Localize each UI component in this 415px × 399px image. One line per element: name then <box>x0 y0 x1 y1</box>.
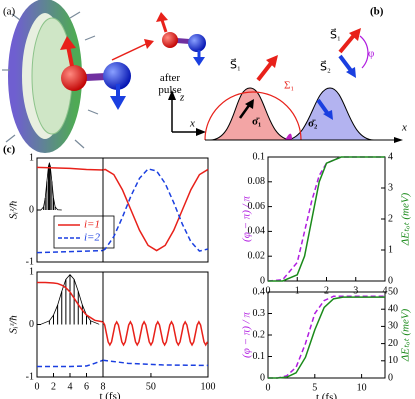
y2-tick-label: 40 <box>388 303 398 314</box>
y-tick-label: 0.08 <box>248 176 266 187</box>
series-line <box>102 168 209 252</box>
legend-label: i=2 <box>84 232 100 244</box>
axis-label: x <box>401 122 407 134</box>
x-tick-label: 50 <box>146 381 156 392</box>
x-tick-label: 0 <box>35 381 40 392</box>
y2-tick-label: 20 <box>388 338 398 349</box>
series-line <box>37 281 104 323</box>
y-axis-label: (φ − π) / π <box>241 196 253 242</box>
panel-a-drawing <box>2 0 206 153</box>
y-tick-label: 0 <box>29 204 34 215</box>
x-axis-label: t (fs) <box>99 391 120 399</box>
x-tick-label: 1 <box>295 285 300 296</box>
panel-label: (a) <box>3 6 16 18</box>
x-tick-label: 2 <box>51 381 56 392</box>
y2-axis-label: ΔEₜₒₜ (meV) <box>400 192 412 246</box>
vector-label: S⃗₁ <box>230 58 241 72</box>
y2-axis-label: ΔEₜₒₜ (meV) <box>400 308 412 362</box>
vector-label: S⃗₁ <box>330 28 341 42</box>
x-tick-label: 5 <box>312 382 317 393</box>
y-tick-label: 0.06 <box>248 201 266 212</box>
series-line <box>37 359 104 368</box>
y-tick-label: 0 <box>29 319 34 330</box>
y2-tick-label: 2 <box>388 213 393 224</box>
sigma-label: Σ₁ <box>284 80 294 92</box>
x-tick-label: 10 <box>357 382 367 393</box>
y-tick-label: -1 <box>26 371 34 382</box>
y-tick-label: 0.2 <box>253 329 266 340</box>
series-line <box>36 166 104 171</box>
y-tick-label: 0.1 <box>253 151 266 162</box>
legend-box <box>53 215 115 249</box>
axis-label: x <box>189 118 195 130</box>
spin-label: σ̄₂ <box>308 118 318 130</box>
axis-label: z <box>179 92 185 104</box>
y-tick-label: 0.4 <box>253 286 266 297</box>
x-tick-label: 6 <box>84 381 89 392</box>
series-line <box>267 156 385 282</box>
y-tick-label: 0.3 <box>253 308 266 319</box>
plot-frame <box>267 156 386 282</box>
spin-label: σ̄₁ <box>252 116 261 128</box>
y2-tick-label: 10 <box>388 355 398 366</box>
y2-tick-label: 3 <box>388 182 393 193</box>
y-tick-label: 1 <box>29 152 34 163</box>
angle-label: φ <box>368 48 374 60</box>
y-axis-label: Sᵢᶻ/ħ <box>8 200 20 219</box>
y2-tick-label: 50 <box>388 286 398 297</box>
x-tick-label: 3 <box>353 285 358 296</box>
panel-label: (b) <box>370 6 384 18</box>
x-tick-label: 0 <box>266 285 271 296</box>
x-tick-label: 2 <box>324 285 329 296</box>
annotation: after pulse <box>158 72 182 96</box>
legend-label: i=1 <box>84 219 100 231</box>
x-axis-label: t (fs) <box>316 392 337 399</box>
series-line <box>268 156 385 282</box>
series-line <box>102 168 209 252</box>
y-tick-label: -1 <box>26 256 34 267</box>
y2-tick-label: 1 <box>388 244 393 255</box>
x-tick-label: 4 <box>383 285 388 296</box>
series-line <box>268 295 385 379</box>
plot-frame <box>102 271 209 378</box>
y2-tick-label: 0 <box>388 275 393 286</box>
y-axis-label: (φ − π) / π <box>241 312 253 358</box>
pulse-envelope <box>36 161 62 211</box>
y2-tick-label: 0 <box>388 372 393 383</box>
y-tick-label: 0.1 <box>253 351 266 362</box>
y-tick-label: 1 <box>29 266 34 277</box>
x-tick-label: 100 <box>201 381 216 392</box>
series-line <box>102 320 209 347</box>
x-tick-label: 8 <box>101 381 106 392</box>
vector-label: S⃗₂ <box>320 60 331 74</box>
y2-tick-label: 30 <box>388 321 398 332</box>
y-axis-label: Sᵢᶻ/ħ <box>8 315 20 334</box>
series-line <box>36 249 104 254</box>
panel-label: (c) <box>3 144 16 156</box>
plot-frame <box>102 157 209 263</box>
panel-b-drawing <box>204 28 403 143</box>
x-tick-label: 0 <box>266 382 271 393</box>
x-tick-label: 4 <box>68 381 73 392</box>
y-tick-label: 0.04 <box>248 226 266 237</box>
series-line <box>102 359 209 367</box>
y-tick-label: 0 <box>260 372 265 383</box>
series-line <box>268 296 385 379</box>
y-tick-label: 0 <box>260 275 265 286</box>
y-tick-label: 0.02 <box>248 250 266 261</box>
y2-tick-label: 4 <box>388 151 393 162</box>
